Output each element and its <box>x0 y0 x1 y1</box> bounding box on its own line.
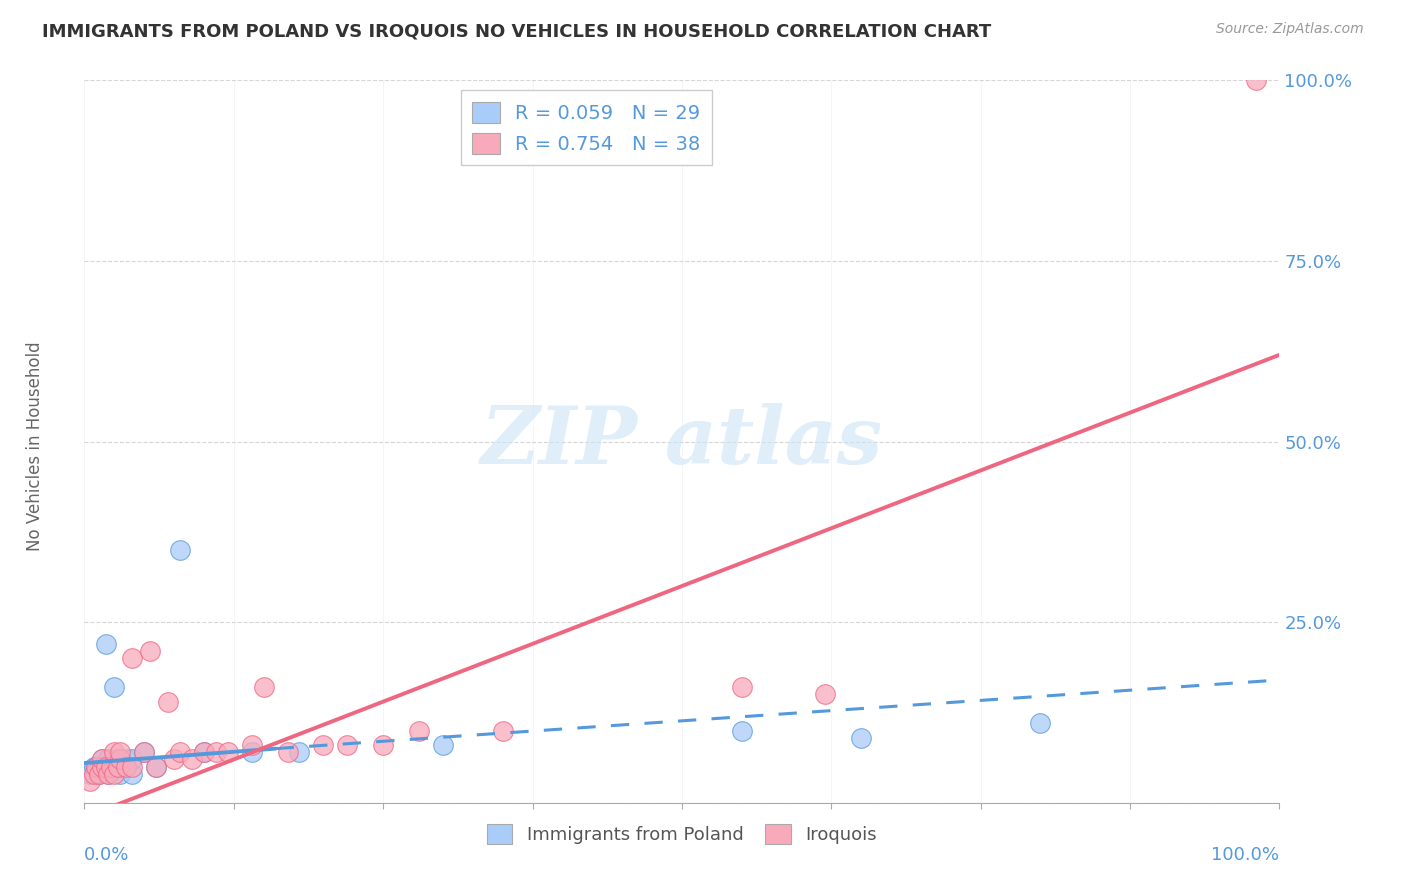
Point <box>193 745 215 759</box>
Text: IMMIGRANTS FROM POLAND VS IROQUOIS NO VEHICLES IN HOUSEHOLD CORRELATION CHART: IMMIGRANTS FROM POLAND VS IROQUOIS NO VE… <box>42 22 991 40</box>
Point <box>110 745 132 759</box>
Point <box>205 745 228 759</box>
Point <box>83 760 105 774</box>
Point <box>91 752 114 766</box>
Point <box>121 651 143 665</box>
Point <box>1029 716 1052 731</box>
Point <box>115 752 138 766</box>
Point <box>103 767 125 781</box>
Point <box>288 745 311 759</box>
Point <box>408 723 430 738</box>
Text: 100.0%: 100.0% <box>1212 847 1279 864</box>
Point <box>336 738 359 752</box>
Point <box>312 738 335 752</box>
Point <box>103 760 125 774</box>
Point <box>87 767 110 781</box>
Point <box>87 767 110 781</box>
Point <box>86 760 108 774</box>
Point <box>100 760 122 774</box>
Point <box>79 774 101 789</box>
Point <box>97 767 120 781</box>
Legend: Immigrants from Poland, Iroquois: Immigrants from Poland, Iroquois <box>479 817 884 852</box>
Text: ZIP atlas: ZIP atlas <box>481 403 883 480</box>
Point <box>373 738 395 752</box>
Point <box>83 767 105 781</box>
Point <box>193 745 215 759</box>
Point <box>94 760 117 774</box>
Point <box>110 752 132 766</box>
Point <box>97 752 120 766</box>
Point <box>115 760 138 774</box>
Point <box>94 760 117 774</box>
Point <box>91 760 114 774</box>
Point <box>277 745 299 759</box>
Point <box>110 767 132 781</box>
Point <box>103 745 125 759</box>
Point <box>731 723 754 738</box>
Point <box>163 752 186 766</box>
Point <box>1244 73 1267 87</box>
Point <box>132 745 156 759</box>
Text: Source: ZipAtlas.com: Source: ZipAtlas.com <box>1216 22 1364 37</box>
Point <box>731 680 754 694</box>
Point <box>121 752 143 766</box>
Point <box>157 695 180 709</box>
Point <box>97 767 120 781</box>
Point <box>121 760 143 774</box>
Point <box>139 644 162 658</box>
Point <box>100 760 122 774</box>
Point <box>121 767 143 781</box>
Point <box>814 687 837 701</box>
Point <box>103 680 125 694</box>
Text: No Vehicles in Household: No Vehicles in Household <box>27 341 44 551</box>
Point <box>181 752 204 766</box>
Point <box>217 745 239 759</box>
Point <box>240 738 263 752</box>
Point <box>132 745 156 759</box>
Point <box>145 760 167 774</box>
Point <box>492 723 515 738</box>
Point <box>91 752 114 766</box>
Point <box>240 745 263 759</box>
Text: 0.0%: 0.0% <box>84 847 129 864</box>
Point <box>145 760 167 774</box>
Point <box>94 637 117 651</box>
Point <box>79 767 101 781</box>
Point <box>169 542 191 557</box>
Point <box>107 752 129 766</box>
Point <box>851 731 873 745</box>
Point <box>432 738 454 752</box>
Point <box>91 760 114 774</box>
Point <box>169 745 191 759</box>
Point <box>86 760 108 774</box>
Point <box>107 760 129 774</box>
Point <box>110 760 132 774</box>
Point <box>253 680 276 694</box>
